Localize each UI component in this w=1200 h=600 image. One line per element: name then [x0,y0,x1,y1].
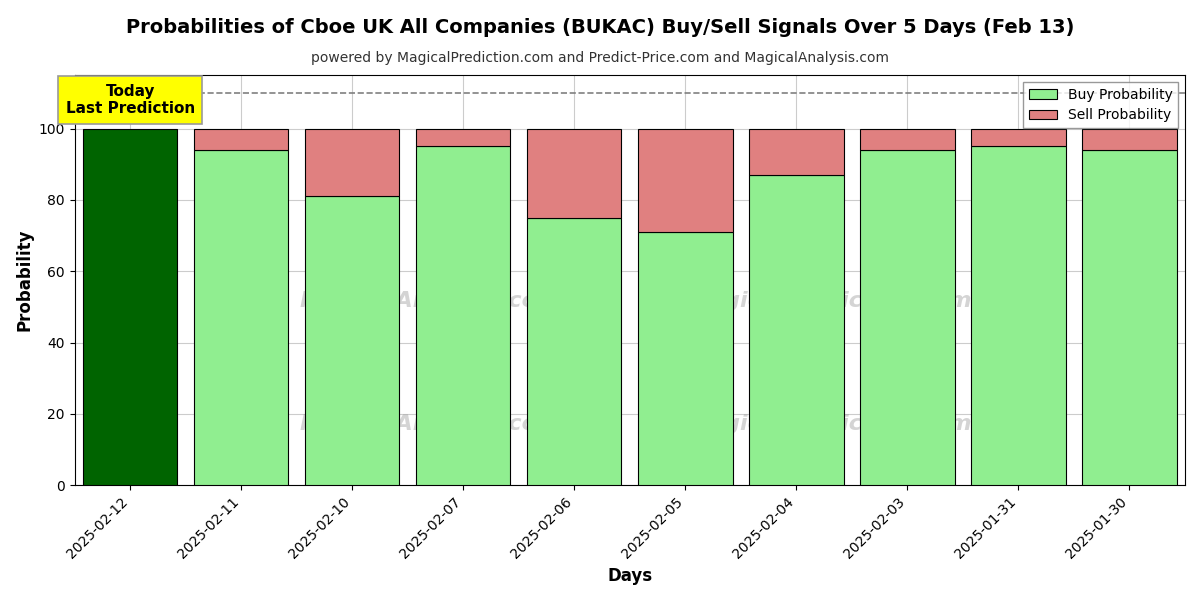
Bar [1082,128,1177,150]
Bar [638,128,732,232]
Bar [971,146,1066,485]
Y-axis label: Probability: Probability [16,229,34,331]
Text: MagicalAnalysis.com: MagicalAnalysis.com [300,290,560,311]
Bar [416,146,510,485]
Bar [1082,150,1177,485]
Legend: Buy Probability, Sell Probability: Buy Probability, Sell Probability [1024,82,1178,128]
Text: Probabilities of Cboe UK All Companies (BUKAC) Buy/Sell Signals Over 5 Days (Feb: Probabilities of Cboe UK All Companies (… [126,18,1074,37]
Bar [527,218,622,485]
X-axis label: Days: Days [607,567,653,585]
Bar [638,232,732,485]
Text: Today
Last Prediction: Today Last Prediction [66,84,194,116]
Bar [749,175,844,485]
Bar [194,150,288,485]
Bar [860,150,955,485]
Bar [83,128,178,485]
Bar [194,128,288,150]
Bar [527,128,622,218]
Bar [305,128,400,196]
Bar [971,128,1066,146]
Text: MagicalPrediction.com: MagicalPrediction.com [688,414,972,434]
Text: MagicalPrediction.com: MagicalPrediction.com [688,290,972,311]
Bar [305,196,400,485]
Text: powered by MagicalPrediction.com and Predict-Price.com and MagicalAnalysis.com: powered by MagicalPrediction.com and Pre… [311,51,889,65]
Bar [860,128,955,150]
Bar [416,128,510,146]
Text: MagicalAnalysis.com: MagicalAnalysis.com [300,414,560,434]
Bar [749,128,844,175]
